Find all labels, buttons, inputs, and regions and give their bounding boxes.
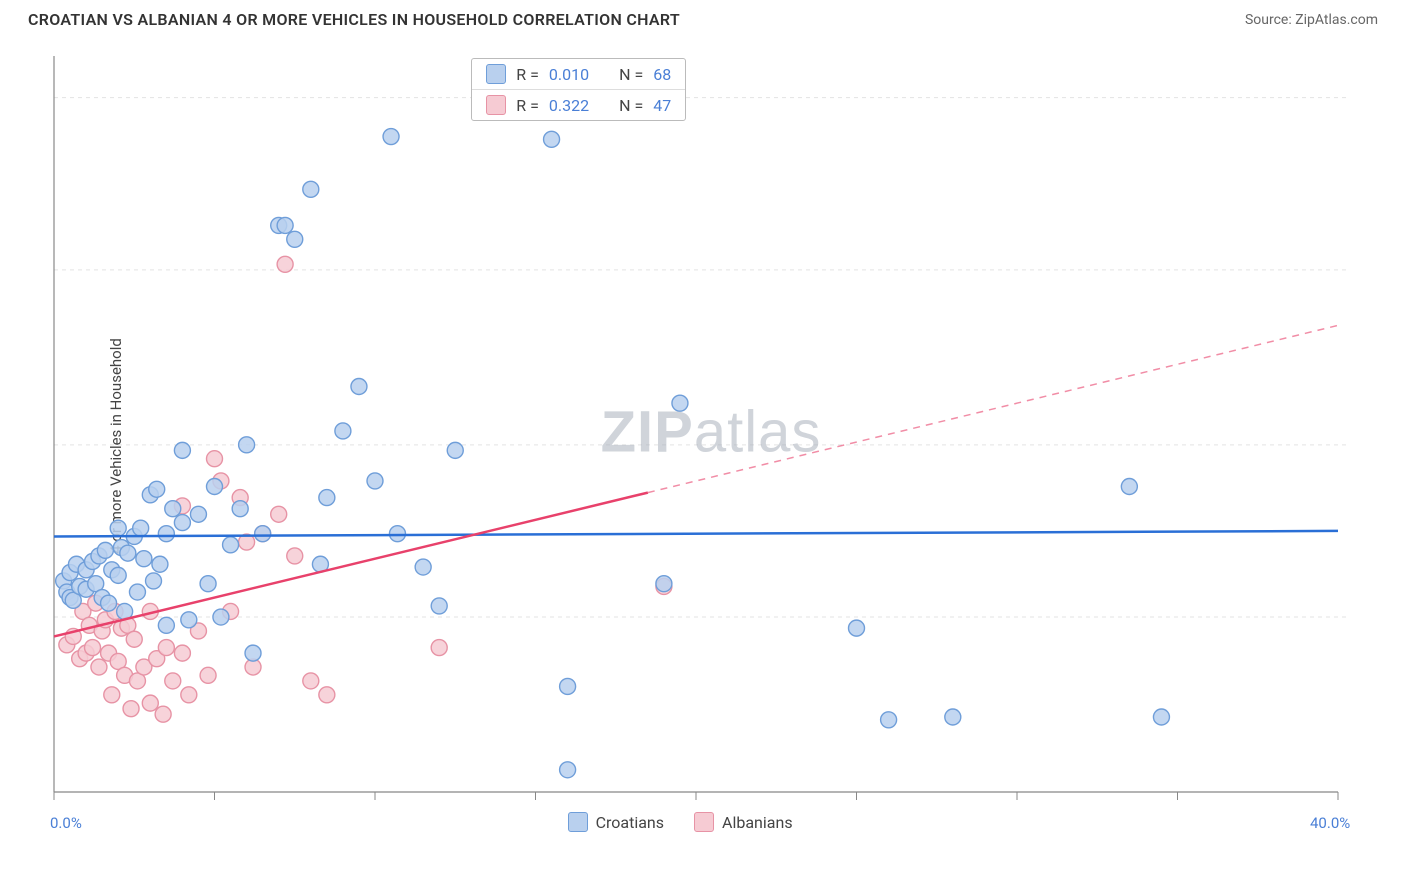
x-axis-min-label: 0.0% (50, 814, 82, 832)
n-value: 47 (653, 96, 671, 115)
swatch-icon (568, 812, 588, 832)
correlation-legend: R = 0.010 N = 68 R = 0.322 N = 47 (471, 58, 686, 121)
legend-item-croatians: Croatians (568, 812, 664, 832)
x-axis-max-label: 40.0% (1310, 814, 1350, 832)
swatch-icon (486, 64, 506, 84)
n-label: N = (619, 65, 643, 84)
source-prefix: Source: (1245, 12, 1295, 28)
n-value: 68 (653, 65, 671, 84)
r-label: R = (516, 65, 539, 84)
r-value: 0.010 (549, 65, 589, 84)
corr-row-albanians: R = 0.322 N = 47 (472, 89, 685, 120)
source-label: Source: ZipAtlas.com (1245, 12, 1378, 28)
swatch-icon (486, 95, 506, 115)
source-name: ZipAtlas.com (1295, 12, 1378, 28)
n-label: N = (619, 96, 643, 115)
r-label: R = (516, 96, 539, 115)
legend-label: Albanians (722, 813, 793, 832)
chart-title: CROATIAN VS ALBANIAN 4 OR MORE VEHICLES … (28, 10, 680, 29)
r-value: 0.322 (549, 96, 589, 115)
series-legend: Croatians Albanians (568, 812, 793, 832)
swatch-icon (694, 812, 714, 832)
legend-label: Croatians (596, 813, 664, 832)
legend-item-albanians: Albanians (694, 812, 793, 832)
scatter-plot: 6.3%12.5%18.8%25.0% ZIPatlas R =0.010N =… (46, 48, 1376, 848)
corr-row-croatians: R = 0.010 N = 68 (472, 59, 685, 89)
